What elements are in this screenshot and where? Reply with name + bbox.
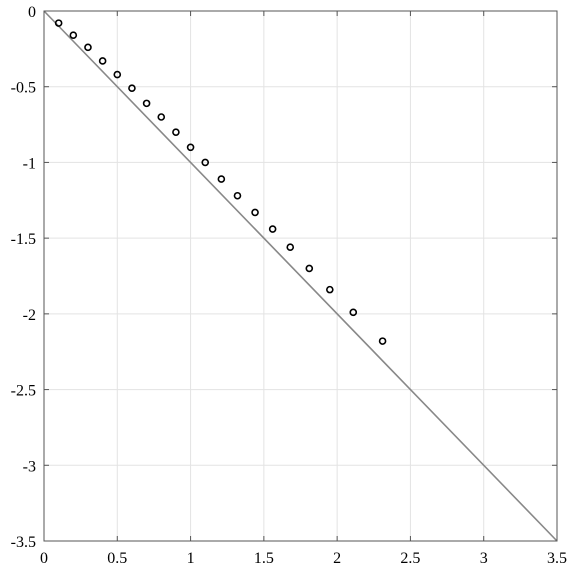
x-tick-label: 0 (40, 550, 48, 567)
data-point (201, 158, 210, 167)
x-tick-label: 3 (480, 550, 488, 567)
y-tick-label: 0 (28, 4, 36, 21)
data-point (128, 84, 136, 93)
data-point (54, 19, 63, 27)
y-tick-label: -2 (23, 307, 36, 324)
data-point (286, 243, 295, 252)
data-point (305, 264, 314, 273)
data-point (217, 175, 226, 183)
data-points (54, 19, 387, 345)
reference-line (43, 10, 558, 542)
x-tick-labels: 0 0.5 1 1.5 2 2.5 3 3.5 (40, 550, 567, 567)
y-tick-label: -2.5 (11, 383, 36, 400)
data-point (84, 43, 92, 52)
data-point (268, 225, 277, 233)
tick-marks (43, 10, 558, 542)
axes-frame (43, 10, 558, 542)
x-tick-label: 0.5 (107, 550, 127, 567)
x-tick-label: 3.5 (547, 550, 567, 567)
x-tick-label: 1 (187, 550, 195, 567)
y-tick-label: -1.5 (11, 231, 36, 248)
data-point (69, 31, 78, 40)
y-tick-label: -0.5 (11, 80, 36, 97)
y-tick-label: -1 (23, 155, 36, 172)
data-point (251, 208, 259, 217)
grid-lines (43, 10, 558, 542)
data-point (349, 308, 358, 317)
data-point (186, 143, 195, 152)
y-tick-label: -3 (23, 458, 36, 475)
data-point (113, 70, 122, 79)
data-point (326, 285, 334, 294)
x-tick-label: 2 (333, 550, 341, 567)
data-point (172, 128, 180, 136)
y-tick-labels: 0 -0.5 -1 -1.5 -2 -2.5 -3 -3.5 (11, 4, 36, 551)
data-point (233, 191, 242, 200)
data-point (98, 57, 107, 65)
data-point (157, 113, 166, 121)
y-tick-label: -3.5 (11, 534, 36, 551)
x-tick-label: 1.5 (254, 550, 274, 567)
data-point (378, 337, 387, 345)
data-point (142, 99, 151, 108)
x-tick-label: 2.5 (400, 550, 420, 567)
